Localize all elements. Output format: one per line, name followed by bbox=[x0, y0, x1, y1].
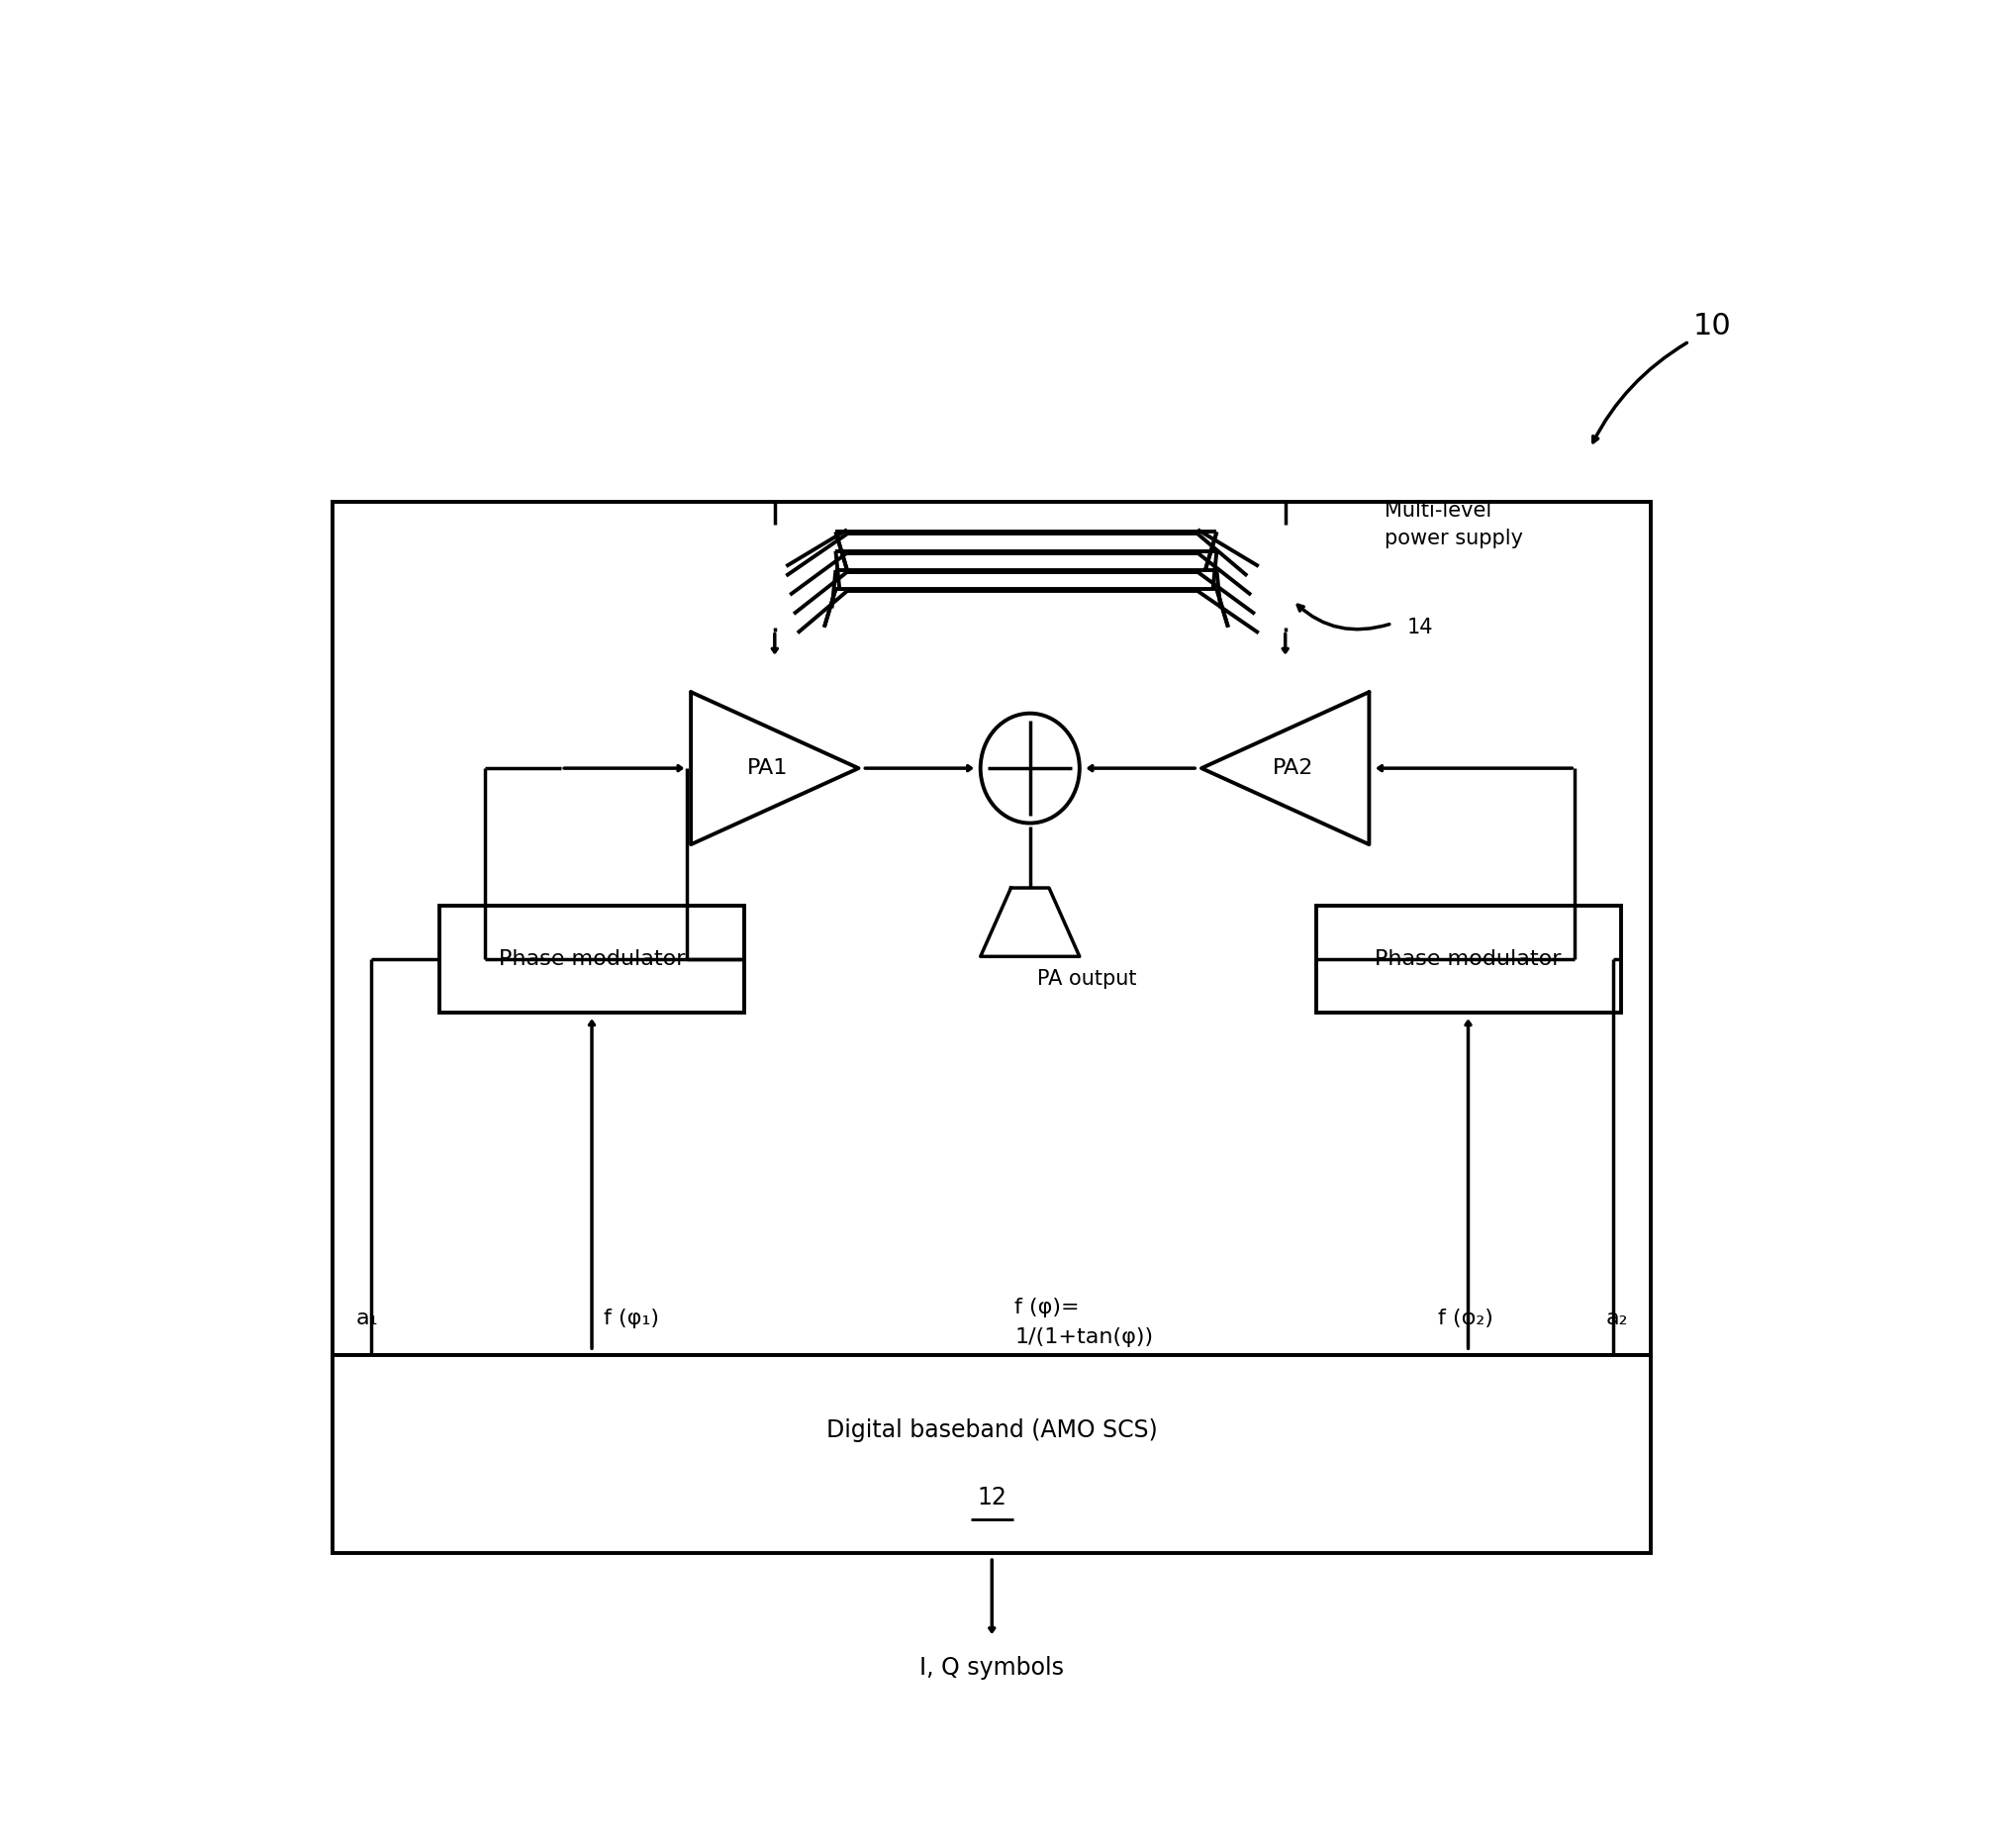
Text: f (φ₁): f (φ₁) bbox=[603, 1308, 658, 1329]
Text: Digital baseband (AMO SCS): Digital baseband (AMO SCS) bbox=[827, 1419, 1156, 1441]
Text: 14: 14 bbox=[1406, 617, 1432, 638]
Bar bbox=[332, 1355, 1651, 1554]
Text: PA output: PA output bbox=[1038, 970, 1136, 989]
Text: Phase modulator: Phase modulator bbox=[499, 948, 686, 968]
Text: I, Q symbols: I, Q symbols bbox=[919, 1656, 1064, 1680]
Text: 10: 10 bbox=[1691, 312, 1729, 340]
Text: PA2: PA2 bbox=[1271, 758, 1313, 778]
Text: 12: 12 bbox=[977, 1486, 1006, 1510]
Bar bbox=[1315, 906, 1619, 1013]
Text: f (φ)=: f (φ)= bbox=[1014, 1297, 1080, 1318]
Text: a₁: a₁ bbox=[356, 1308, 378, 1329]
Text: Phase modulator: Phase modulator bbox=[1374, 948, 1561, 968]
Bar bbox=[438, 906, 744, 1013]
Text: 1/(1+tan(φ)): 1/(1+tan(φ)) bbox=[1014, 1327, 1152, 1347]
Text: f (φ₂): f (φ₂) bbox=[1438, 1308, 1492, 1329]
Bar bbox=[332, 501, 1651, 1355]
Text: PA1: PA1 bbox=[746, 758, 786, 778]
Text: a₂: a₂ bbox=[1605, 1308, 1627, 1329]
Text: Multi-level
power supply: Multi-level power supply bbox=[1384, 501, 1522, 549]
